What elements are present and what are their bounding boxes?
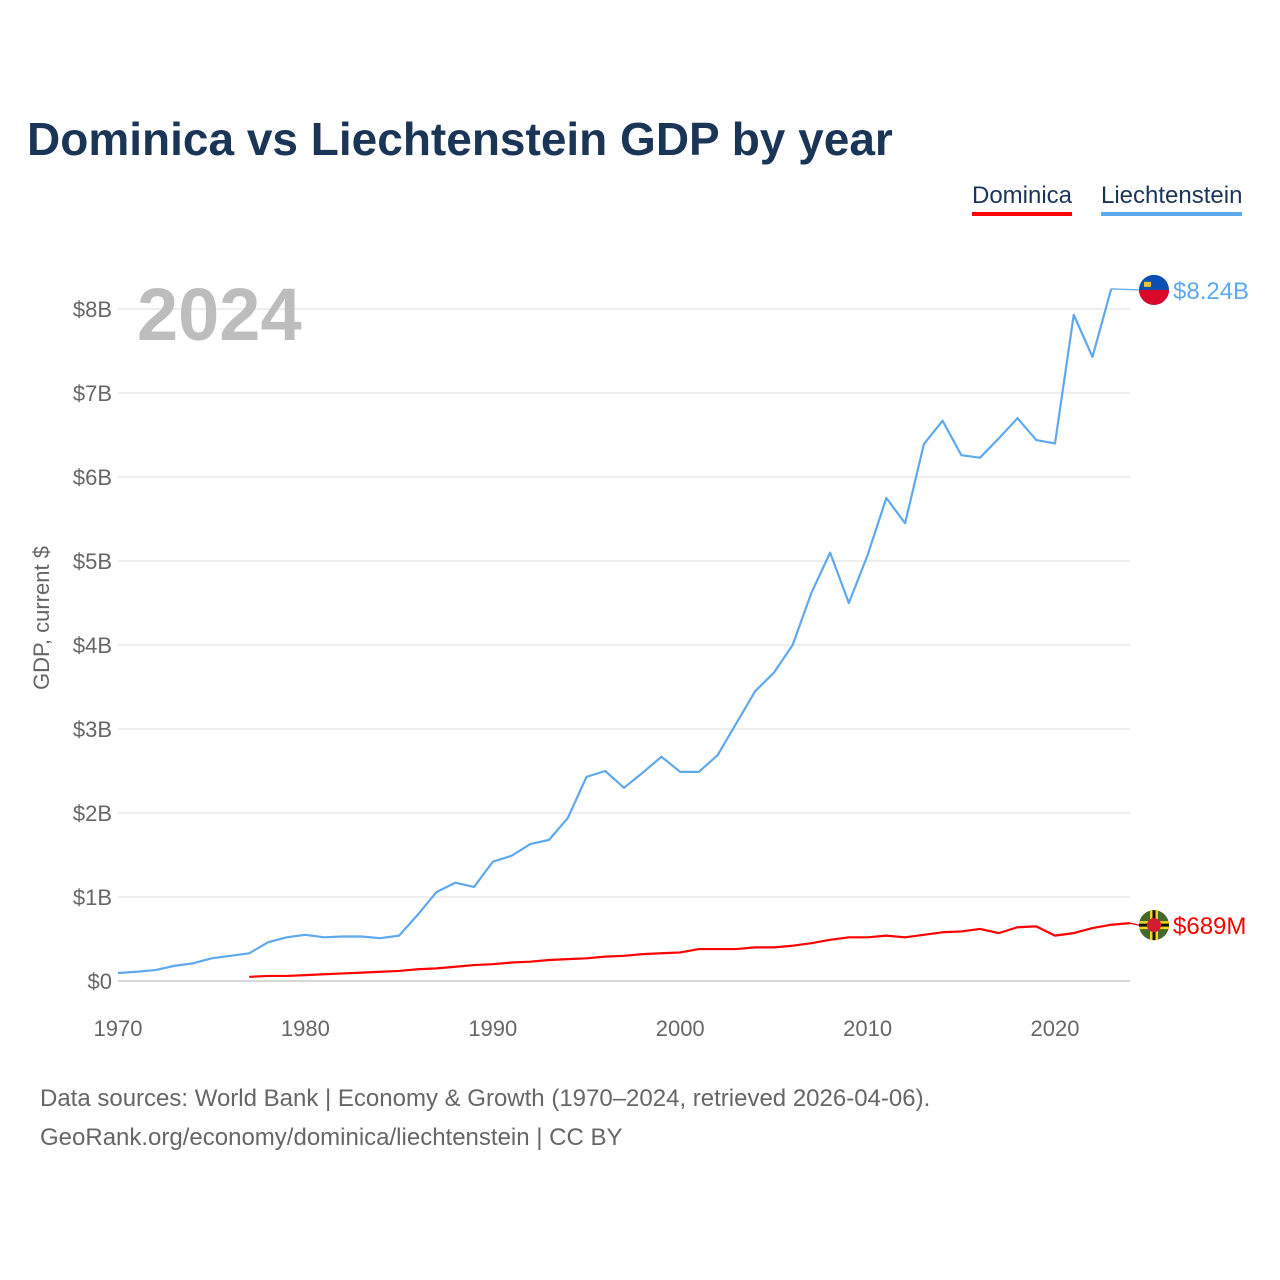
end-connector xyxy=(1129,922,1140,926)
end-value-label-liechtenstein: $8.24B xyxy=(1173,278,1249,305)
y-tick-label: $7B xyxy=(73,381,112,406)
series-line-liechtenstein xyxy=(117,288,1113,975)
y-tick-label: $0 xyxy=(88,969,112,994)
x-tick-label: 2000 xyxy=(656,1016,705,1041)
flag-red-disc xyxy=(1147,918,1161,933)
y-tick-label: $2B xyxy=(73,801,112,826)
series-line-dominica xyxy=(249,922,1131,978)
x-tick-label: 1980 xyxy=(281,1016,330,1041)
x-tick-label: 2010 xyxy=(843,1016,892,1041)
source-line-1: Data sources: World Bank | Economy & Gro… xyxy=(40,1085,931,1112)
x-tick-label: 2020 xyxy=(1031,1016,1080,1041)
x-tick-label: 1990 xyxy=(468,1016,517,1041)
legend-liechtenstein[interactable]: Liechtenstein xyxy=(1101,182,1243,216)
flag-red-half xyxy=(1139,289,1169,305)
y-tick-label: $3B xyxy=(73,717,112,742)
chart-title: Dominica vs Liechtenstein GDP by year xyxy=(27,113,893,165)
y-tick-label: $8B xyxy=(73,297,112,322)
crown-icon xyxy=(1144,281,1151,287)
source-line-2[interactable]: GeoRank.org/economy/dominica/liechtenste… xyxy=(40,1124,623,1151)
year-watermark: 2024 xyxy=(137,273,302,356)
end-connector xyxy=(1111,288,1140,291)
x-tick-label: 1970 xyxy=(94,1016,143,1041)
y-tick-label: $6B xyxy=(73,465,112,490)
legend-dominica[interactable]: Dominica xyxy=(972,182,1073,216)
y-tick-label: $5B xyxy=(73,549,112,574)
y-axis-label: GDP, current $ xyxy=(29,546,54,690)
y-tick-label: $4B xyxy=(73,633,112,658)
y-tick-label: $1B xyxy=(73,885,112,910)
end-value-label-dominica: $689M xyxy=(1173,913,1246,940)
